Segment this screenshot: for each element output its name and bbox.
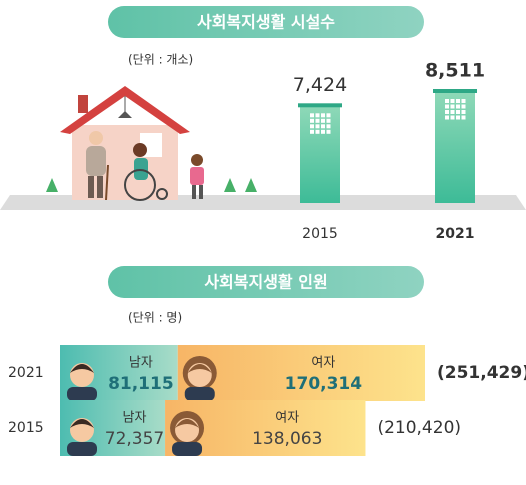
window xyxy=(327,124,331,128)
window xyxy=(310,124,314,128)
value-label: 81,115 xyxy=(108,374,174,394)
window xyxy=(462,105,466,109)
window xyxy=(451,99,455,103)
value-label: 7,424 xyxy=(293,74,347,96)
legend-label: 여자 xyxy=(275,411,299,426)
window xyxy=(451,105,455,109)
window xyxy=(445,110,449,114)
window xyxy=(327,119,331,123)
unit: (단위 : 개소) xyxy=(128,53,193,67)
y-tick-label: 2015 xyxy=(8,420,44,436)
bar-cap xyxy=(433,89,477,93)
bar-cap xyxy=(298,103,342,107)
window xyxy=(445,105,449,109)
window xyxy=(462,99,466,103)
window xyxy=(456,110,460,114)
window xyxy=(316,124,320,128)
value-label: 138,063 xyxy=(252,429,322,449)
window xyxy=(445,99,449,103)
x-tick-label: 2015 xyxy=(302,226,338,242)
face xyxy=(172,442,202,456)
legend-label: 남자 xyxy=(129,356,153,371)
value-label: 8,511 xyxy=(425,60,485,82)
infographic: 사회복지생활 시설수 (단위 : 개소) 사회복지생활 인원 (단위 : 명) … xyxy=(0,0,526,481)
window xyxy=(321,119,325,123)
window xyxy=(451,110,455,114)
window xyxy=(327,113,331,117)
chart-title: 사회복지생활 인원 xyxy=(204,273,327,292)
window xyxy=(456,116,460,120)
window xyxy=(462,110,466,114)
value-label: 72,357 xyxy=(105,429,164,449)
window xyxy=(321,124,325,128)
face xyxy=(67,387,97,401)
chart-title: 사회복지생활 시설수 xyxy=(197,13,335,32)
window xyxy=(316,119,320,123)
value-label: 170,314 xyxy=(285,374,363,394)
window xyxy=(310,119,314,123)
window xyxy=(316,113,320,117)
window xyxy=(321,130,325,134)
legend-label: 여자 xyxy=(311,356,335,371)
legend-label: 남자 xyxy=(123,411,147,426)
window xyxy=(456,105,460,109)
total-label: (210,420) xyxy=(377,418,461,438)
unit: (단위 : 명) xyxy=(128,311,182,325)
bar xyxy=(435,91,475,203)
bar xyxy=(300,105,340,203)
window xyxy=(445,116,449,120)
window xyxy=(462,116,466,120)
window xyxy=(310,130,314,134)
window xyxy=(316,130,320,134)
x-tick-label: 2021 xyxy=(436,226,475,242)
window xyxy=(310,113,314,117)
total-label: (251,429) xyxy=(437,363,526,383)
face xyxy=(67,442,97,456)
y-tick-label: 2021 xyxy=(8,365,44,381)
face xyxy=(185,387,215,401)
window xyxy=(321,113,325,117)
window xyxy=(456,99,460,103)
window xyxy=(327,130,331,134)
window xyxy=(451,116,455,120)
